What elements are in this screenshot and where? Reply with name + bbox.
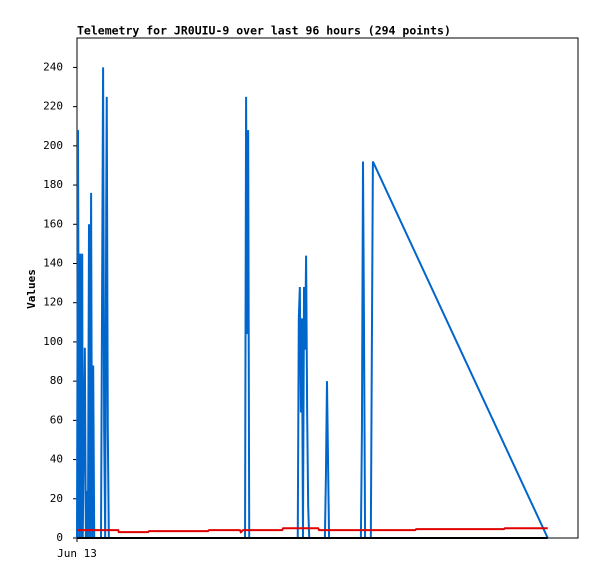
y-tick-label: 20 [50, 492, 63, 505]
series-line [77, 527, 548, 534]
x-tick-label: Jun 13 [57, 547, 97, 560]
y-tick-label: 200 [43, 139, 63, 152]
y-tick-label: 80 [50, 374, 63, 387]
y-tick-label: 180 [43, 178, 63, 191]
y-tick-label: 120 [43, 296, 63, 309]
y-tick-label: 100 [43, 335, 63, 348]
y-tick-label: 140 [43, 256, 63, 269]
y-tick-label: 220 [43, 100, 63, 113]
series-line [76, 67, 549, 539]
y-tick-label: 160 [43, 217, 63, 230]
y-tick-label: 60 [50, 413, 63, 426]
y-axis-label: Values [25, 269, 38, 309]
y-tick-label: 240 [43, 60, 63, 73]
y-tick-label: 0 [56, 531, 63, 544]
chart-title: Telemetry for JR0UIU-9 over last 96 hour… [77, 24, 451, 38]
y-tick-label: 40 [50, 453, 63, 466]
